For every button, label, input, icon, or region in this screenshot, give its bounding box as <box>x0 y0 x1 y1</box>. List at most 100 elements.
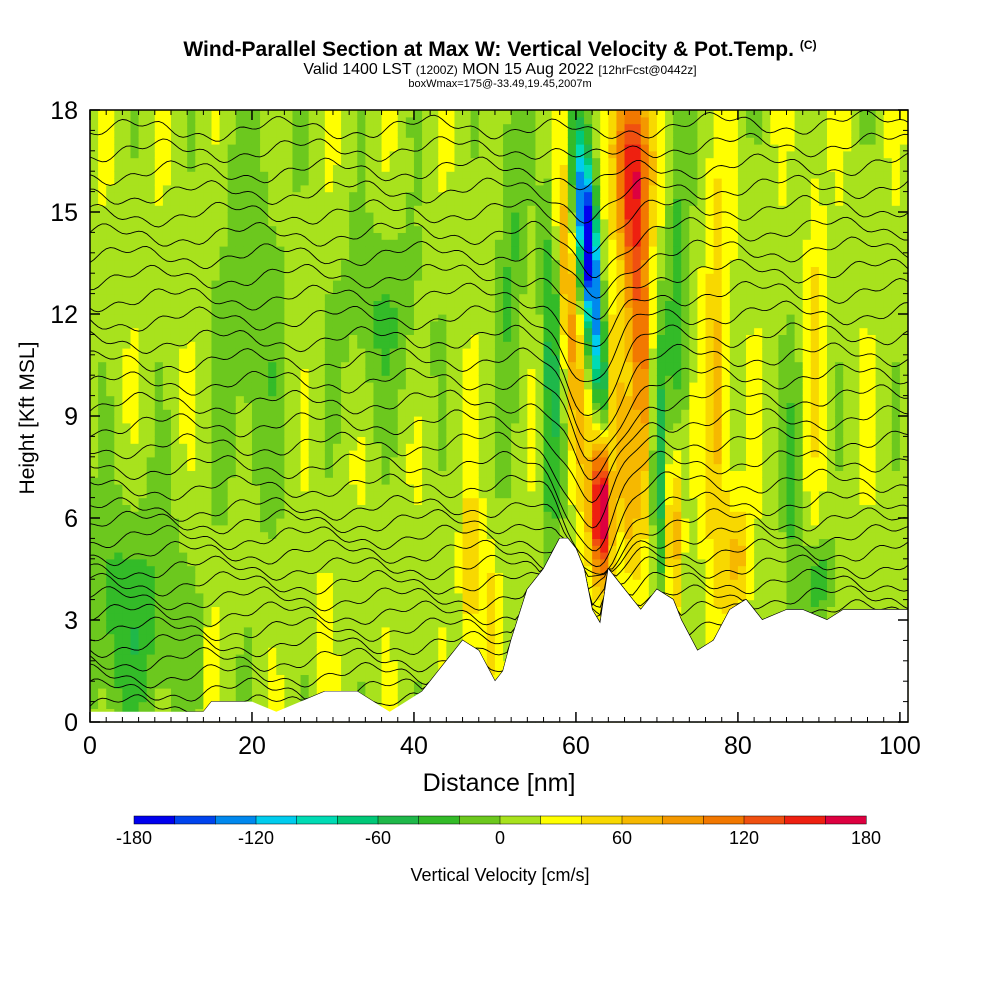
velocity-cell <box>324 443 334 451</box>
velocity-cell <box>519 266 528 274</box>
velocity-cell <box>397 416 407 424</box>
velocity-cell <box>162 361 172 369</box>
velocity-cell <box>470 320 480 329</box>
velocity-cell <box>486 225 496 233</box>
velocity-cell <box>324 198 334 206</box>
velocity-cell <box>284 191 294 199</box>
velocity-cell <box>179 443 188 451</box>
velocity-cell <box>470 293 480 301</box>
velocity-cell <box>211 586 221 594</box>
velocity-cell <box>454 164 464 172</box>
velocity-cell <box>195 388 204 397</box>
velocity-cell <box>494 348 504 356</box>
velocity-cell <box>381 524 391 533</box>
velocity-cell <box>341 178 350 186</box>
velocity-cell <box>187 171 196 179</box>
velocity-cell <box>405 660 415 669</box>
velocity-cell <box>405 388 415 397</box>
velocity-cell <box>227 280 237 288</box>
velocity-cell <box>413 110 423 118</box>
velocity-cell <box>260 647 269 655</box>
velocity-cell <box>413 531 423 539</box>
velocity-cell <box>486 524 496 533</box>
velocity-cell <box>381 184 391 193</box>
velocity-cell <box>438 409 447 417</box>
velocity-cell <box>470 579 480 587</box>
velocity-cell <box>300 307 310 315</box>
velocity-cell <box>179 586 188 594</box>
velocity-cell <box>397 375 407 383</box>
velocity-cell <box>341 184 350 193</box>
velocity-cell <box>446 436 456 444</box>
velocity-cell <box>308 123 318 131</box>
velocity-cell <box>203 443 213 451</box>
velocity-cell <box>90 688 99 696</box>
velocity-cell <box>389 252 399 261</box>
velocity-cell <box>316 626 326 635</box>
velocity-cell <box>130 436 140 444</box>
velocity-cell <box>130 171 140 179</box>
velocity-cell <box>243 280 253 288</box>
velocity-cell <box>527 443 537 451</box>
velocity-cell <box>90 334 99 342</box>
velocity-cell <box>349 252 358 261</box>
velocity-cell <box>373 116 383 125</box>
velocity-cell <box>154 579 164 587</box>
velocity-cell <box>332 422 342 431</box>
velocity-cell <box>211 198 221 206</box>
velocity-cell <box>381 674 391 682</box>
velocity-cell <box>235 239 245 247</box>
velocity-cell <box>187 266 196 274</box>
velocity-cell <box>373 484 383 492</box>
velocity-cell <box>478 592 488 601</box>
velocity-cell <box>146 416 156 424</box>
velocity-cell <box>219 212 229 220</box>
velocity-cell <box>260 334 269 342</box>
velocity-cell <box>179 157 188 165</box>
velocity-cell <box>494 640 504 648</box>
velocity-cell <box>397 606 407 614</box>
velocity-cell <box>251 144 261 152</box>
velocity-cell <box>349 375 358 383</box>
velocity-cell <box>357 137 366 145</box>
velocity-cell <box>300 382 310 390</box>
velocity-cell <box>300 572 310 580</box>
velocity-cell <box>130 524 140 533</box>
velocity-cell <box>389 205 399 213</box>
velocity-cell <box>519 252 528 261</box>
velocity-cell <box>332 259 342 267</box>
velocity-cell <box>454 409 464 417</box>
velocity-cell <box>438 436 447 444</box>
velocity-cell <box>324 429 334 437</box>
velocity-cell <box>357 388 366 397</box>
velocity-cell <box>446 450 456 458</box>
velocity-cell <box>381 538 391 546</box>
velocity-cell <box>154 477 164 485</box>
velocity-cell <box>413 640 423 648</box>
velocity-cell <box>349 660 358 669</box>
velocity-cell <box>227 246 237 254</box>
velocity-cell <box>332 218 342 227</box>
velocity-cell <box>268 348 277 356</box>
velocity-cell <box>405 361 415 369</box>
velocity-cell <box>389 171 399 179</box>
velocity-cell <box>170 137 180 145</box>
velocity-cell <box>130 314 140 322</box>
velocity-cell <box>462 361 472 369</box>
velocity-cell <box>154 450 164 458</box>
velocity-cell <box>341 504 350 512</box>
velocity-cell <box>511 518 520 526</box>
velocity-cell <box>405 341 415 349</box>
velocity-cell <box>284 212 294 220</box>
velocity-cell <box>486 286 496 295</box>
velocity-cell <box>179 647 188 655</box>
velocity-cell <box>503 429 512 437</box>
velocity-cell <box>292 681 302 689</box>
velocity-cell <box>527 409 537 417</box>
velocity-cell <box>349 518 358 526</box>
velocity-cell <box>438 484 447 492</box>
velocity-cell <box>381 558 391 567</box>
velocity-cell <box>195 273 204 281</box>
velocity-cell <box>365 375 375 383</box>
velocity-cell <box>365 606 375 614</box>
